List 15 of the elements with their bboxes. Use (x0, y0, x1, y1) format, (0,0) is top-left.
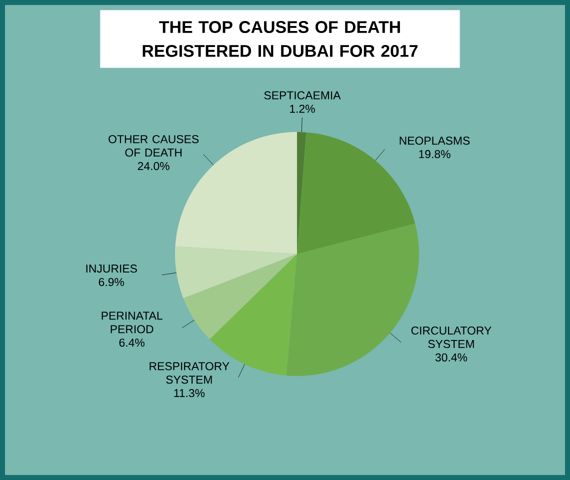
data-label: 6.9% (98, 278, 124, 286)
data-label: 24.0% (138, 162, 170, 170)
slice-label: OTHER CAUSES OF DEATH (108, 135, 199, 157)
chart-title: THE TOP CAUSES OF DEATH REGISTERED IN DUBAI FOR 2017 (142, 21, 418, 57)
slice-label: NEOPLASMS (400, 136, 470, 145)
slice-label: INJURIES (86, 264, 137, 273)
data-label: 19.8% (419, 150, 450, 158)
data-label: 1.2% (290, 104, 315, 113)
data-label: 30.4% (435, 353, 468, 362)
slice-label: RESPIRATORY SYSTEM (150, 362, 230, 384)
slice-label: PERINATAL PERIOD (102, 312, 162, 334)
data-label: 6.4% (119, 338, 144, 347)
slice-label: SEPTICAEMIA (264, 91, 341, 100)
slice-label: CIRCULATORY SYSTEM (411, 326, 492, 348)
data-label: 11.3% (174, 389, 205, 398)
